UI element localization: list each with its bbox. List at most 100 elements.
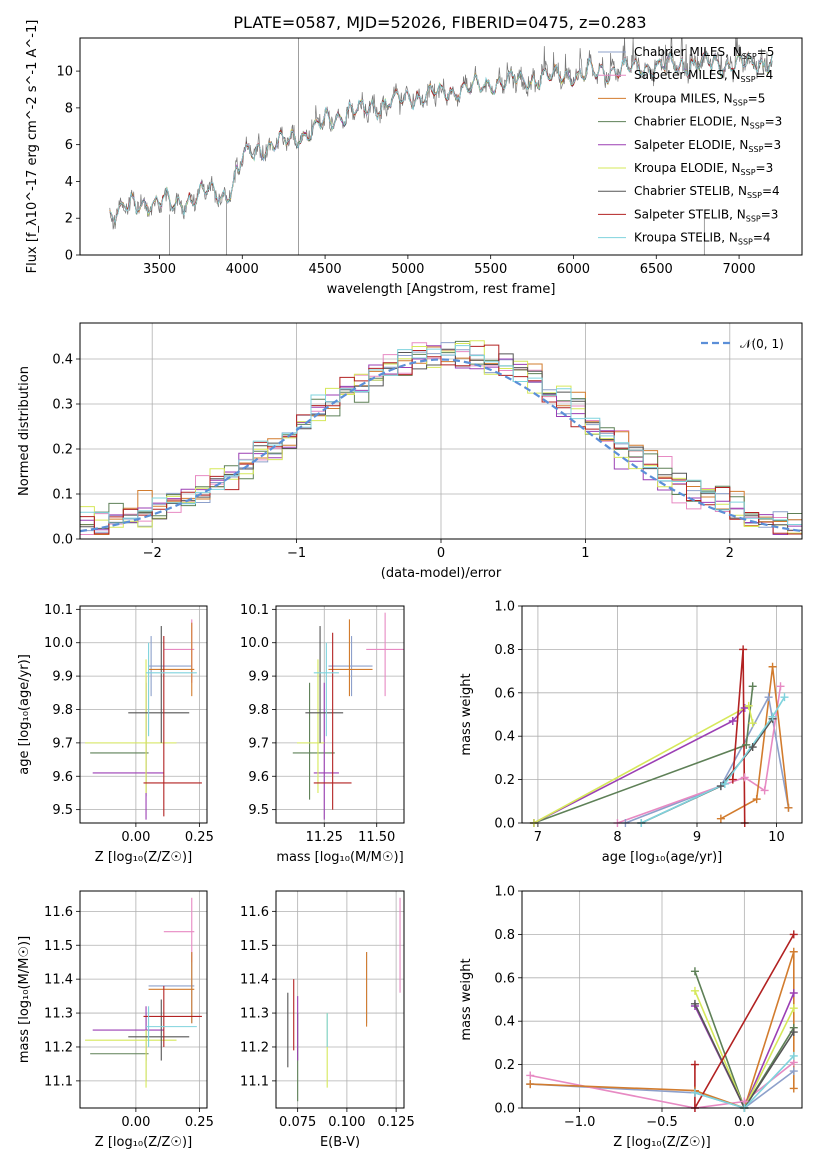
weight-line <box>640 696 786 823</box>
axes-frame <box>79 322 803 540</box>
legend-entry: Chabrier ELODIE, NSSP=3 <box>634 115 782 131</box>
y-tick-label: 10.0 <box>240 636 269 651</box>
weight-point <box>768 712 777 721</box>
weight-point <box>690 986 699 995</box>
x-tick-label: 8 <box>613 830 621 845</box>
y-axis-label: mass weight <box>459 673 474 755</box>
weight-point <box>748 743 757 752</box>
y-tick-label: 9.9 <box>248 670 269 685</box>
plot-area <box>109 38 773 255</box>
x-tick-label: 6500 <box>640 262 673 277</box>
x-axis-label: mass [log₁₀(M/M☉)] <box>276 850 403 865</box>
weight-point <box>789 947 798 956</box>
y-tick-label: 9.7 <box>52 736 73 751</box>
y-tick-label: 0.6 <box>494 686 515 701</box>
y-tick-label: 11.4 <box>240 973 269 988</box>
x-tick-label: 7 <box>534 830 542 845</box>
weight-point <box>690 1088 699 1097</box>
panel-weight-vs-Z: −1.0 −0.5 0.0 0.0 0.2 0.4 0.6 0.8 1.0 Z [log₁₀(Z/… <box>459 885 803 1150</box>
legend-entry: Salpeter MILES, NSSP=4 <box>634 68 773 84</box>
x-axis-label: (data-model)/error <box>381 566 502 581</box>
y-tick-label: 11.5 <box>44 939 73 954</box>
legend-entry: Salpeter STELIB, NSSP=3 <box>634 207 778 223</box>
y-tick-label: 2 <box>65 212 73 227</box>
x-tick-label: 0.0 <box>734 1115 755 1130</box>
y-axis-label: mass [log₁₀(M/M☉)] <box>17 936 32 1063</box>
weight-point <box>526 1080 535 1089</box>
spectrum-model-line <box>109 51 773 225</box>
legend-entry: Salpeter ELODIE, NSSP=3 <box>634 138 781 154</box>
y-tick-label: 11.2 <box>44 1040 73 1055</box>
x-tick-label: 0.00 <box>121 830 150 845</box>
weight-point <box>789 1004 798 1013</box>
y-axis-label: Flux [f_λ10^-17 erg cm^-2 s^-1 A^-1] <box>25 20 40 274</box>
axes-frame <box>79 37 803 256</box>
weight-point <box>716 814 725 823</box>
x-tick-label: 5500 <box>474 262 507 277</box>
weight-line <box>694 1003 795 1108</box>
legend-entry: Chabrier STELIB, NSSP=4 <box>634 184 780 200</box>
weight-line <box>694 971 795 1108</box>
y-tick-label: 6 <box>65 138 73 153</box>
weight-point <box>789 1051 798 1060</box>
weight-point <box>760 786 769 795</box>
weight-line <box>533 704 754 823</box>
panel-age-vs-mass: 11.25 11.50 9.5 9.6 9.7 9.8 9.9 10.0 10.1 mass [l… <box>240 603 405 865</box>
weight-point <box>690 967 699 976</box>
x-axis-label: Z [log₁₀(Z/Z☉)] <box>95 1135 192 1150</box>
y-tick-label: 11.3 <box>240 1007 269 1022</box>
y-axis-label: Normed distribution <box>17 366 32 496</box>
y-tick-label: 0.2 <box>52 443 73 458</box>
weight-point <box>768 662 777 671</box>
y-tick-label: 10 <box>56 65 73 80</box>
weight-line <box>694 934 795 1108</box>
y-tick-label: 0.2 <box>494 1058 515 1073</box>
x-tick-label: 11.50 <box>358 830 395 845</box>
weight-line <box>720 666 790 820</box>
x-tick-label: 0.00 <box>121 1115 150 1130</box>
weight-point <box>690 999 699 1008</box>
plot-area <box>287 897 401 1102</box>
y-tick-label: 11.1 <box>240 1074 269 1089</box>
weight-point <box>690 1060 699 1069</box>
y-tick-label: 10.1 <box>44 603 73 618</box>
y-tick-label: 11.4 <box>44 973 73 988</box>
weight-point <box>720 779 729 788</box>
plot-area <box>85 897 202 1088</box>
plot-area <box>292 612 404 820</box>
x-axis-label: Z [log₁₀(Z/Z☉)] <box>95 850 192 865</box>
panel-residuals: −2 −1 0 1 2 0.0 0.1 0.2 0.3 0.4 (data-model)/error… <box>17 322 803 581</box>
y-tick-label: 9.6 <box>52 770 73 785</box>
x-axis-label: E(B-V) <box>320 1135 360 1150</box>
y-tick-label: 9.5 <box>248 803 269 818</box>
y-tick-label: 4 <box>65 175 73 190</box>
y-tick-label: 11.1 <box>44 1074 73 1089</box>
x-tick-label: 5000 <box>391 262 424 277</box>
axes-frame <box>79 605 208 824</box>
x-tick-label: 0.125 <box>378 1115 415 1130</box>
weight-point <box>739 645 748 654</box>
weight-line <box>694 1055 795 1108</box>
y-tick-label: 8 <box>65 101 73 116</box>
weight-point <box>789 1028 798 1037</box>
weight-point <box>728 717 737 726</box>
y-tick-label: 0.0 <box>52 533 73 548</box>
y-tick-label: 0.4 <box>52 353 73 368</box>
panel-age-vs-Z: 0.00 0.25 9.5 9.6 9.7 9.8 9.9 10.0 10.1 Z [log₁₀(… <box>17 603 214 865</box>
x-axis-label: age [log₁₀(age/yr)] <box>602 850 723 865</box>
legend-entry: Kroupa STELIB, NSSP=4 <box>634 231 771 247</box>
legend-entry: Chabrier MILES, NSSP=5 <box>634 45 774 61</box>
y-tick-label: 9.8 <box>248 703 269 718</box>
y-tick-label: 9.9 <box>52 670 73 685</box>
weight-point <box>776 682 785 691</box>
x-tick-label: 0.075 <box>279 1115 316 1130</box>
histogram-step <box>80 345 802 525</box>
x-tick-label: 4000 <box>226 262 259 277</box>
legend-entry: Kroupa ELODIE, NSSP=3 <box>634 161 773 177</box>
page-title: PLATE=0587, MJD=52026, FIBERID=0475, z=0… <box>233 13 646 32</box>
axes-frame <box>521 605 803 824</box>
x-tick-label: −1.0 <box>564 1115 596 1130</box>
y-tick-label: 0.8 <box>494 928 515 943</box>
x-tick-label: 6000 <box>557 262 590 277</box>
weight-line <box>533 686 754 823</box>
